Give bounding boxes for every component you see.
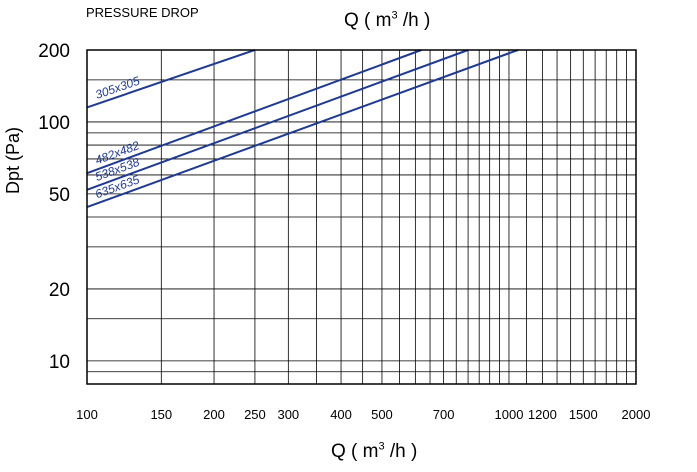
y-tick-label: 100	[38, 113, 70, 134]
series-line-482x482	[86, 49, 422, 175]
x-tick-label: 700	[433, 407, 455, 422]
x-tick-label: 100	[76, 407, 98, 422]
x-axis-title-exponent: 3	[378, 440, 385, 453]
x-axis-title-unit: /h )	[384, 441, 418, 462]
x-axis-title-main: Q ( m	[331, 441, 379, 462]
y-tick-label: 50	[49, 185, 70, 206]
plot-frame	[86, 49, 637, 385]
y-tick-label: 20	[49, 280, 70, 301]
top-axis-title-unit: /h )	[397, 10, 431, 31]
x-tick-label: 1200	[528, 407, 557, 422]
series-line-538x538	[86, 49, 469, 191]
x-tick-label: 150	[150, 407, 172, 422]
series-line-635x635	[86, 49, 519, 209]
x-tick-label: 400	[330, 407, 352, 422]
x-tick-label: 300	[277, 407, 299, 422]
tick-label-layer: 100 150 200 250 300 400 500 700 1000 1200 1500 2000…	[38, 41, 650, 422]
x-tick-label: 1000	[495, 407, 524, 422]
x-tick-label: 200	[203, 407, 225, 422]
series-line-305x305	[86, 49, 256, 109]
x-tick-label: 500	[371, 407, 393, 422]
top-axis-title-exponent: 3	[391, 9, 398, 22]
top-axis-title-main: Q ( m	[344, 10, 392, 31]
y-tick-label: 200	[38, 41, 70, 62]
y-tick-label: 10	[49, 352, 70, 373]
x-tick-label: 250	[244, 407, 266, 422]
x-tick-label: 2000	[622, 407, 651, 422]
x-tick-label: 1500	[569, 407, 598, 422]
top-axis-title: Q ( m3 /h )	[344, 10, 430, 32]
chart-caption: PRESSURE DROP	[86, 5, 199, 20]
x-axis-title: Q ( m3 /h )	[331, 441, 417, 463]
grid-layer	[87, 50, 636, 384]
